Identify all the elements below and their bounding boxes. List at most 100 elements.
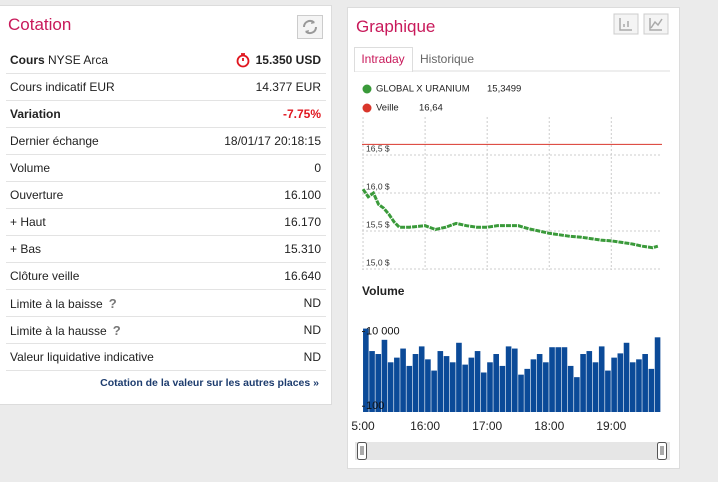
row-value: 14.377 EUR xyxy=(255,80,321,94)
slider-handle[interactable] xyxy=(657,442,667,460)
help-icon: ? xyxy=(112,322,121,338)
other-places-link[interactable]: Cotation de la valeur sur les autres pla… xyxy=(100,377,319,389)
refresh-button[interactable] xyxy=(297,15,323,39)
volume-bar xyxy=(449,362,456,412)
row-label: Cours indicatif EUR xyxy=(10,80,115,94)
quote-row: Volume 0 xyxy=(6,155,326,182)
row-value-group: ND xyxy=(304,296,321,310)
row-value: 18/01/17 20:18:15 xyxy=(224,134,321,148)
row-value-group: 16.100 xyxy=(284,188,321,202)
volume-tick-label: 10 000 xyxy=(366,325,400,337)
row-label-group: Ouverture xyxy=(10,188,63,202)
volume-bar xyxy=(549,347,555,412)
row-label: Clôture veille xyxy=(10,269,80,283)
row-label-group: Variation xyxy=(10,107,61,121)
row-value-group: 15.350 USD xyxy=(235,52,321,68)
volume-bar xyxy=(512,348,518,412)
row-label-group: Clôture veille xyxy=(10,269,79,283)
tab-label[interactable]: Intraday xyxy=(361,52,404,66)
volume-bar xyxy=(406,365,413,412)
volume-bar xyxy=(456,342,462,412)
x-tick-label: 5:00 xyxy=(351,419,375,433)
volume-bar xyxy=(468,357,475,412)
volume-bar xyxy=(369,351,375,412)
help-icon: ? xyxy=(108,295,117,311)
legend-marker xyxy=(362,103,372,113)
row-label-group: Cours NYSE Arca xyxy=(10,53,108,67)
price-line xyxy=(361,188,659,250)
row-label: Volume xyxy=(10,161,51,175)
volume-bar xyxy=(431,370,437,412)
x-tick-label: 17:00 xyxy=(472,419,502,433)
row-value-group: ND xyxy=(304,323,321,337)
quote-row: + Bas 15.310 xyxy=(6,236,326,263)
y-tick-label: 15,5 $ xyxy=(366,219,390,229)
volume-bar xyxy=(462,364,468,412)
row-label-group: Limite à la baisse? xyxy=(10,296,117,311)
volume-bar xyxy=(629,362,636,412)
y-tick-label: 15,0 $ xyxy=(366,257,390,267)
row-value: ND xyxy=(303,350,321,364)
volume-bar xyxy=(555,347,562,412)
quote-table: Cours NYSE Arca 15.350 USD Cours indicatif… xyxy=(6,47,326,371)
row-label: Limite à la hausse xyxy=(10,323,107,338)
volume-bar xyxy=(574,377,580,412)
row-label: Valeur liquidative indicative xyxy=(10,350,154,364)
quote-row: Cours indicatif EUR 14.377 EUR xyxy=(6,74,326,101)
volume-bar xyxy=(611,357,617,412)
volume-bar xyxy=(363,328,369,412)
volume-bar xyxy=(580,354,586,412)
legend-label: GLOBAL X URANIUM xyxy=(376,84,470,95)
row-value-group: ND xyxy=(304,350,321,364)
volume-bar xyxy=(518,374,524,412)
row-value: ND xyxy=(303,323,321,337)
volume-bar xyxy=(443,356,450,412)
quote-row: Ouverture 16.100 xyxy=(6,182,326,209)
quote-row: Cours NYSE Arca 15.350 USD xyxy=(6,47,326,74)
quote-row: Limite à la baisse? ND xyxy=(6,290,326,317)
row-value: 0 xyxy=(314,161,321,175)
row-label-group: Cours indicatif EUR xyxy=(10,80,115,94)
volume-tick-label: 100 xyxy=(366,400,384,412)
row-label-group: + Bas xyxy=(10,242,41,256)
volume-bar xyxy=(543,362,549,412)
x-tick-label: 18:00 xyxy=(534,419,564,433)
row-value: 16.640 xyxy=(284,269,321,283)
panel-title: Cotation xyxy=(8,15,72,34)
row-label: + Haut xyxy=(10,215,46,229)
volume-bar xyxy=(505,346,512,412)
row-value: 16.170 xyxy=(284,215,321,229)
row-value-group: 0 xyxy=(314,161,321,175)
chart-type-button[interactable] xyxy=(613,13,639,35)
volume-bar xyxy=(387,362,394,412)
volume-bar xyxy=(418,346,425,412)
range-slider[interactable] xyxy=(355,442,670,460)
volume-bar xyxy=(592,362,599,412)
volume-bar xyxy=(394,357,400,412)
tab-label[interactable]: Historique xyxy=(420,52,474,66)
volume-bar xyxy=(636,359,642,412)
row-label-group: Limite à la hausse? xyxy=(10,323,121,338)
volume-bar xyxy=(561,347,568,412)
tab[interactable] xyxy=(354,47,413,72)
volume-bar xyxy=(605,370,611,412)
row-value: -7.75% xyxy=(282,107,321,121)
row-label: Cours xyxy=(10,53,45,67)
row-value-group: 14.377 EUR xyxy=(256,80,321,94)
row-sublabel: NYSE Arca xyxy=(48,53,109,67)
row-value-group: -7.75% xyxy=(283,107,321,121)
quote-row: Clôture veille 16.640 xyxy=(6,263,326,290)
row-value: 15.350 USD xyxy=(255,53,321,67)
volume-bar xyxy=(623,342,630,412)
timer-icon xyxy=(236,53,250,68)
volume-bar xyxy=(648,368,655,412)
volume-bar xyxy=(642,354,648,412)
row-value: 15.310 xyxy=(284,242,321,256)
row-value-group: 16.640 xyxy=(284,269,321,283)
row-label-group: Valeur liquidative indicative xyxy=(10,350,154,364)
slider-handle[interactable] xyxy=(357,442,367,460)
row-label-group: Volume xyxy=(10,161,50,175)
volume-bar xyxy=(567,365,574,412)
volume-bar xyxy=(474,351,481,412)
cotation-panel: Cotation Cours NYSE Arca 15.350 USD Cours … xyxy=(0,5,332,405)
